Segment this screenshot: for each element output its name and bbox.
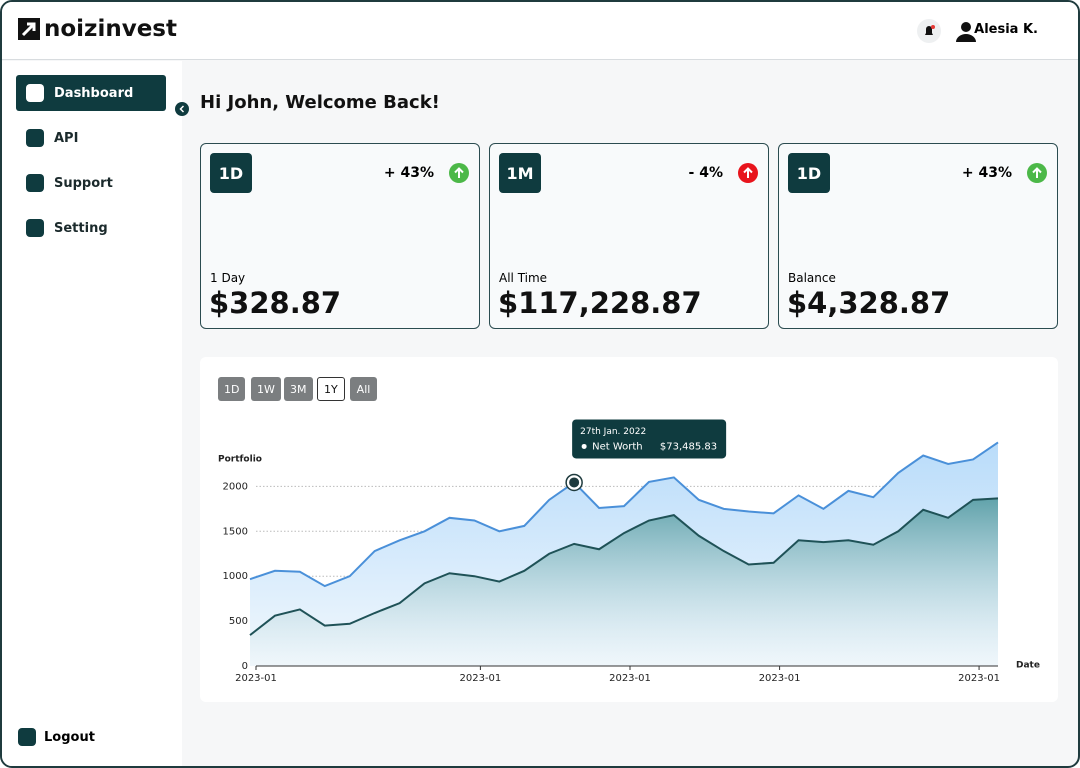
tooltip-date: 27th Jan. 2022 (580, 427, 646, 437)
sidebar: Dashboard API Support Setting Logout (2, 61, 182, 766)
amount: $117,228.87 (498, 286, 702, 320)
x-tick-label: 2023-01 (759, 673, 801, 684)
y-tick-label: 2000 (223, 481, 248, 492)
hover-marker-dot (569, 477, 580, 488)
x-tick-label: 2023-01 (958, 673, 1000, 684)
nav-item[interactable]: Support (16, 165, 166, 201)
header-icons (917, 19, 976, 43)
chart-panel: 0 500 1000 1500 2000 2023-01 2023-01 2023-01 202… (200, 357, 1058, 702)
card-label: All Time (499, 271, 548, 285)
card-label: Balance (788, 271, 836, 285)
range-button[interactable]: All (350, 377, 377, 401)
x-tick-label: 2023-01 (460, 673, 502, 684)
nav-label: API (54, 130, 79, 146)
nav-icon (26, 129, 44, 147)
y-tick-label: 500 (229, 616, 248, 627)
user-name[interactable]: Alesia K. (974, 22, 1038, 37)
brand: noizinvest (18, 16, 177, 42)
range-button[interactable]: 1D (218, 377, 246, 401)
avatar[interactable] (961, 22, 971, 32)
range-button[interactable]: 1Y (317, 377, 345, 401)
amount: $4,328.87 (787, 286, 951, 320)
chart: 0 500 1000 1500 2000 2023-01 2023-01 2023-01 202… (218, 419, 1040, 684)
change: - 4% (688, 165, 723, 181)
period-badge: 1M (499, 153, 541, 193)
logo (18, 18, 40, 40)
tooltip-label: Net Worth (592, 441, 643, 452)
card-label: 1 Day (210, 271, 246, 285)
collapse-button[interactable] (174, 101, 190, 117)
nav-label: Setting (54, 220, 108, 236)
x-tick-label: 2023-01 (235, 673, 277, 684)
nav-icon (26, 174, 44, 192)
tooltip (572, 419, 727, 459)
x-axis-label: Date (1016, 661, 1040, 671)
y-axis-label: Portfolio (218, 455, 262, 465)
range-button[interactable]: 3M (284, 377, 313, 401)
line (249, 441, 999, 588)
header: noizinvest Alesia K. (2, 2, 1078, 60)
nav-item[interactable]: Dashboard (16, 75, 166, 111)
range-button[interactable]: 1W (251, 377, 281, 401)
change: + 43% (383, 165, 434, 181)
stat-card: 1D + 43% 1 Day $328.87 (200, 143, 480, 329)
nav-icon (26, 84, 44, 102)
stat-card: 1M - 4% All Time $117,228.87 (489, 143, 769, 329)
trend-icon (738, 163, 758, 183)
logout-icon (18, 728, 36, 746)
tooltip-dot (581, 443, 587, 449)
x-tick-label: 2023-01 (609, 673, 651, 684)
line (249, 497, 999, 636)
period-badge: 1D (788, 153, 830, 193)
period-badge: 1D (210, 153, 252, 193)
y-tick-label: 1000 (223, 571, 248, 582)
nav-item[interactable]: Setting (16, 210, 166, 246)
nav-icon (26, 219, 44, 237)
y-tick-label: 0 (242, 661, 248, 672)
nav-item[interactable]: API (16, 120, 166, 156)
nav-label: Support (54, 175, 113, 191)
stat-card: 1D + 43% Balance $4,328.87 (778, 143, 1058, 329)
y-tick-label: 1500 (223, 526, 248, 537)
logout-label: Logout (44, 729, 95, 745)
logout-button[interactable]: Logout (18, 728, 95, 746)
trend-icon (1027, 163, 1047, 183)
change: + 43% (961, 165, 1012, 181)
amount: $328.87 (209, 286, 342, 320)
area-fill (250, 498, 998, 666)
tooltip-value: $73,485.83 (660, 441, 717, 452)
trend-icon (449, 163, 469, 183)
greeting: Hi John, Welcome Back! (200, 92, 440, 113)
nav-label: Dashboard (54, 85, 134, 101)
brand-name: noizinvest (44, 16, 177, 42)
